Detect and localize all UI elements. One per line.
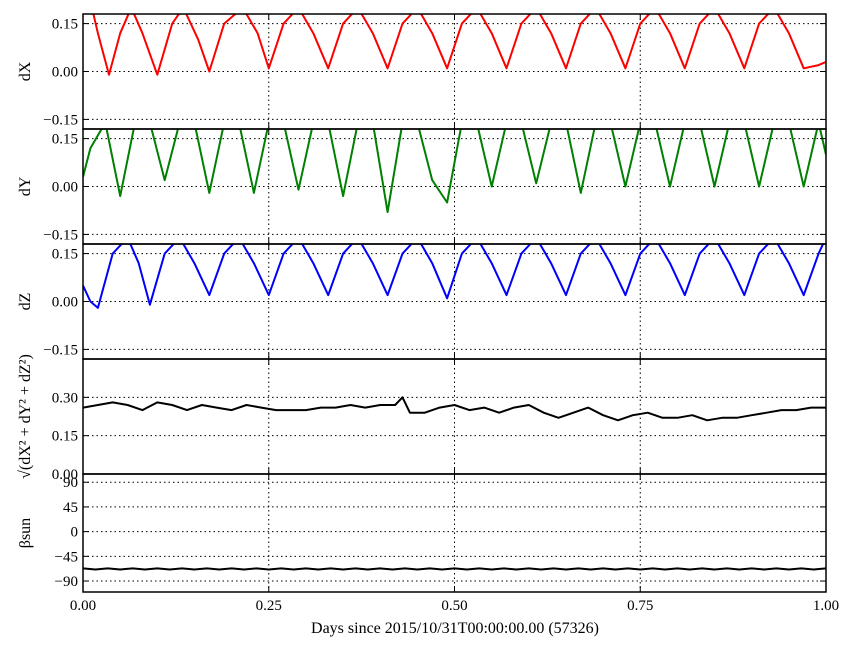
y-tick-label: 90 <box>63 475 78 491</box>
x-tick-label: 0.75 <box>627 598 653 614</box>
panel-5-y-axis-label: βsun <box>17 518 34 548</box>
y-tick-label: 0.00 <box>52 65 78 81</box>
panel-4: 0.00 0.15 0.30 √(dX² + dY² + dZ²) <box>17 354 827 483</box>
y-tick-label: −0.15 <box>43 112 78 128</box>
panel-2-y-axis-label: dY <box>17 176 34 196</box>
y-tick-label: 0.15 <box>52 17 78 33</box>
panel-3-series-line <box>83 244 825 309</box>
y-tick-label: 0.00 <box>52 467 78 483</box>
panel-1-y-axis-label: dX <box>17 61 34 81</box>
x-tick-label: 0.00 <box>70 598 96 614</box>
x-axis: 0.00 0.25 0.50 0.75 1.00 <box>70 598 839 614</box>
y-tick-label: −0.15 <box>43 342 78 358</box>
y-tick-label: −0.15 <box>43 227 78 243</box>
y-tick-label: −45 <box>55 549 78 565</box>
x-axis-label: Days since 2015/10/31T00:00:00.00 (57326… <box>311 620 599 637</box>
panel-2-series-line <box>83 129 826 214</box>
x-tick-label: 0.25 <box>256 598 282 614</box>
panel-3-y-axis-label: dZ <box>17 293 34 311</box>
y-tick-label: 0.30 <box>52 390 78 406</box>
panel-3-frame <box>82 243 827 360</box>
panel-3-grid <box>82 244 827 359</box>
panels: −0.150.000.15dX−0.150.000.15dY−0.150.000… <box>17 13 827 593</box>
panel-1: −0.15 0.00 0.15 dX <box>17 13 827 130</box>
y-tick-label: 45 <box>63 500 78 516</box>
x-tick-label: 0.50 <box>441 598 467 614</box>
y-tick-label: 0.15 <box>52 247 78 263</box>
panel-3: −0.15 0.00 0.15 dZ <box>17 243 827 360</box>
y-tick-label: 0 <box>71 525 79 541</box>
panel-4-grid <box>82 359 827 475</box>
panel-5: −90 −45 0 45 90 βsun <box>17 473 827 593</box>
y-tick-label: 0.15 <box>52 429 78 445</box>
panel-5-grid <box>82 474 827 592</box>
panel-4-series-line <box>83 396 826 422</box>
panel-1-series-line <box>92 14 826 76</box>
y-tick-label: 0.00 <box>52 180 78 196</box>
panel-4-frame <box>82 358 827 475</box>
panel-2: −0.15 0.00 0.15 dY <box>17 128 827 245</box>
x-tick-label: 1.00 <box>813 598 839 614</box>
panel-5-series-line <box>83 567 826 571</box>
y-tick-label: 0.00 <box>52 295 78 311</box>
y-tick-label: 0.15 <box>52 132 78 148</box>
panel-4-y-axis-label: √(dX² + dY² + dZ²) <box>17 354 34 479</box>
y-tick-label: −90 <box>55 574 78 590</box>
